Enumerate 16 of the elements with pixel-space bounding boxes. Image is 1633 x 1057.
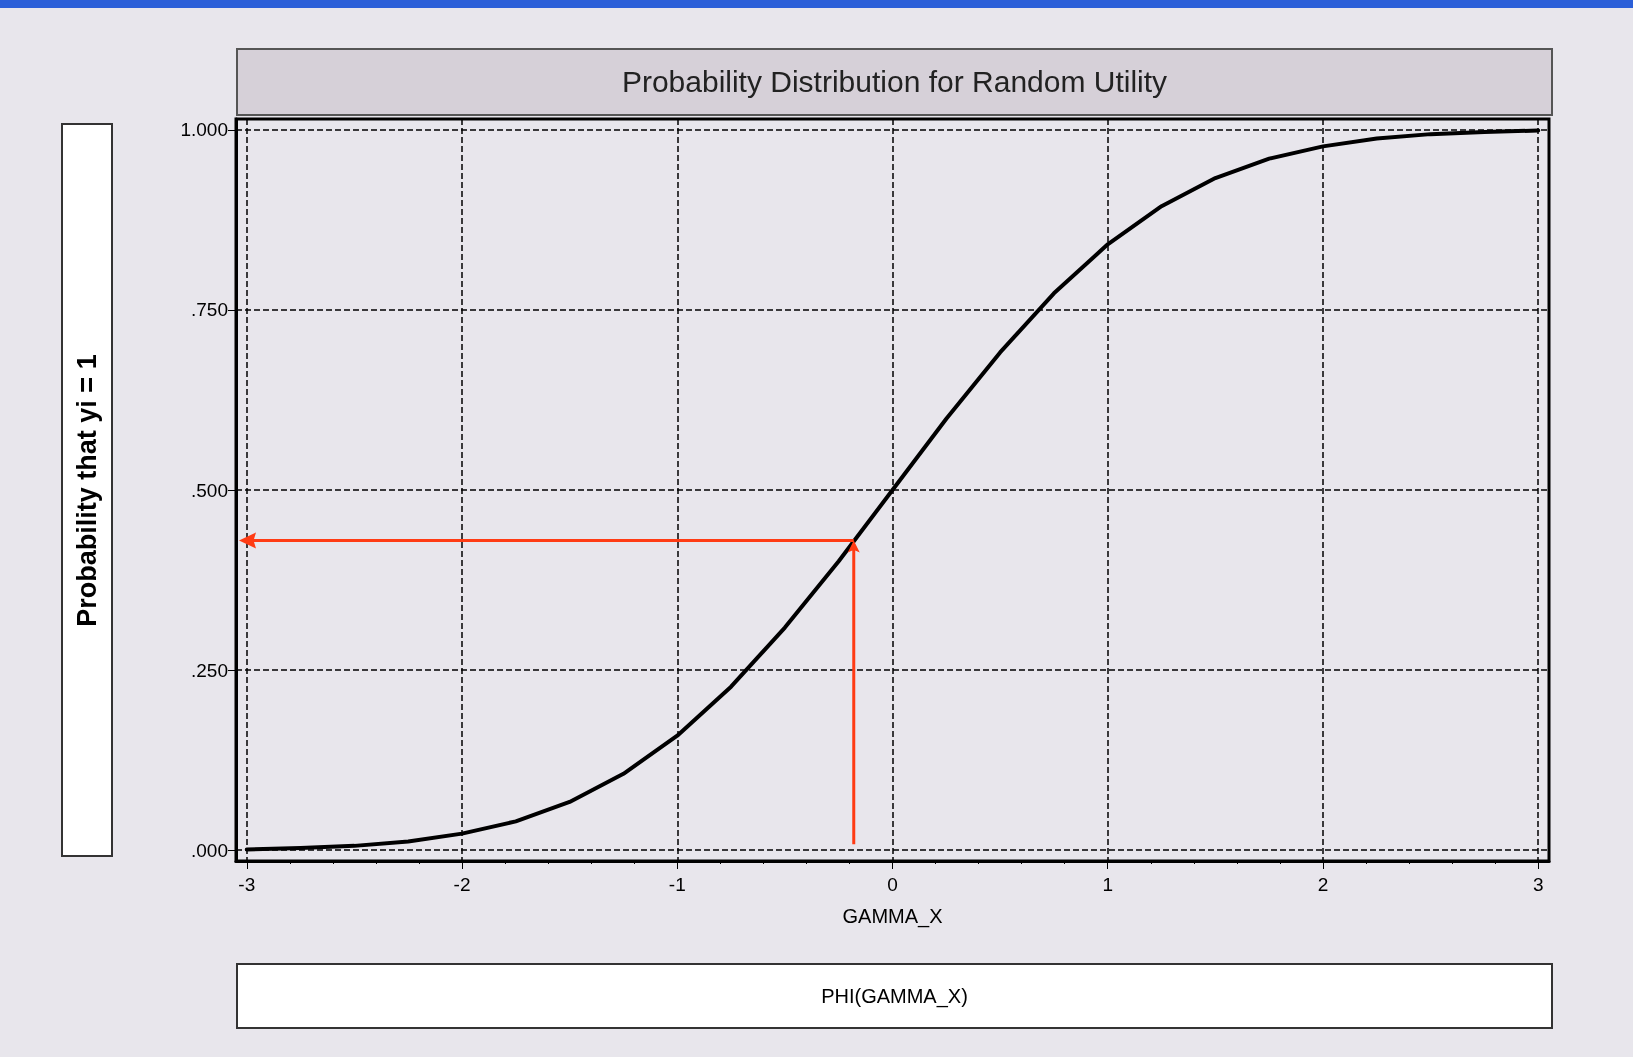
y-tick-label: .000 (191, 839, 228, 861)
y-tick-label: .500 (191, 479, 228, 501)
x-tick-label: 2 (1317, 874, 1329, 895)
y-tick-label: .750 (191, 299, 228, 321)
x-tick-label: -3 (238, 874, 256, 895)
y-axis-title: Probability that yi = 1 (71, 353, 103, 627)
x-tick-label: 0 (887, 874, 898, 895)
x-tick-label: -2 (453, 874, 471, 895)
text: PHI(GAMMA_X) (821, 984, 968, 1008)
x-tick-label: 1 (1102, 874, 1114, 895)
x-tick-label: -1 (668, 874, 686, 895)
y-tick-label: .250 (191, 659, 228, 681)
x-tick-label: 3 (1532, 874, 1544, 895)
x-axis-title: GAMMA_X (842, 905, 943, 928)
y-tick-label: 1.000 (180, 119, 228, 141)
chart-title: Probability Distribution for Random Utility (236, 48, 1553, 116)
